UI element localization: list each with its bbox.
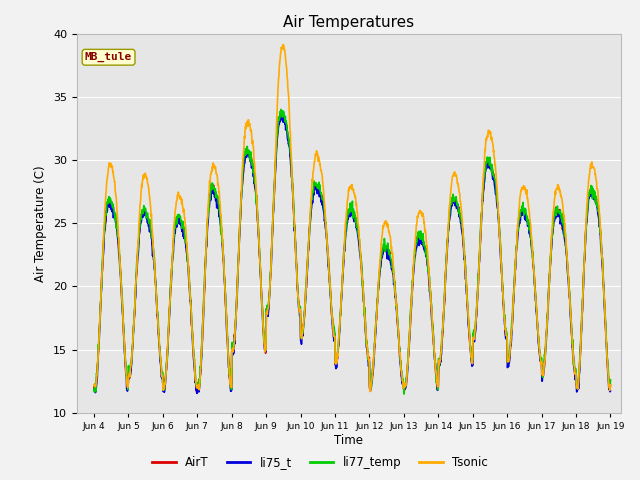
Y-axis label: Air Temperature (C): Air Temperature (C) <box>35 165 47 281</box>
Text: MB_tule: MB_tule <box>85 52 132 62</box>
Title: Air Temperatures: Air Temperatures <box>284 15 414 30</box>
X-axis label: Time: Time <box>334 433 364 446</box>
Legend: AirT, li75_t, li77_temp, Tsonic: AirT, li75_t, li77_temp, Tsonic <box>147 452 493 474</box>
